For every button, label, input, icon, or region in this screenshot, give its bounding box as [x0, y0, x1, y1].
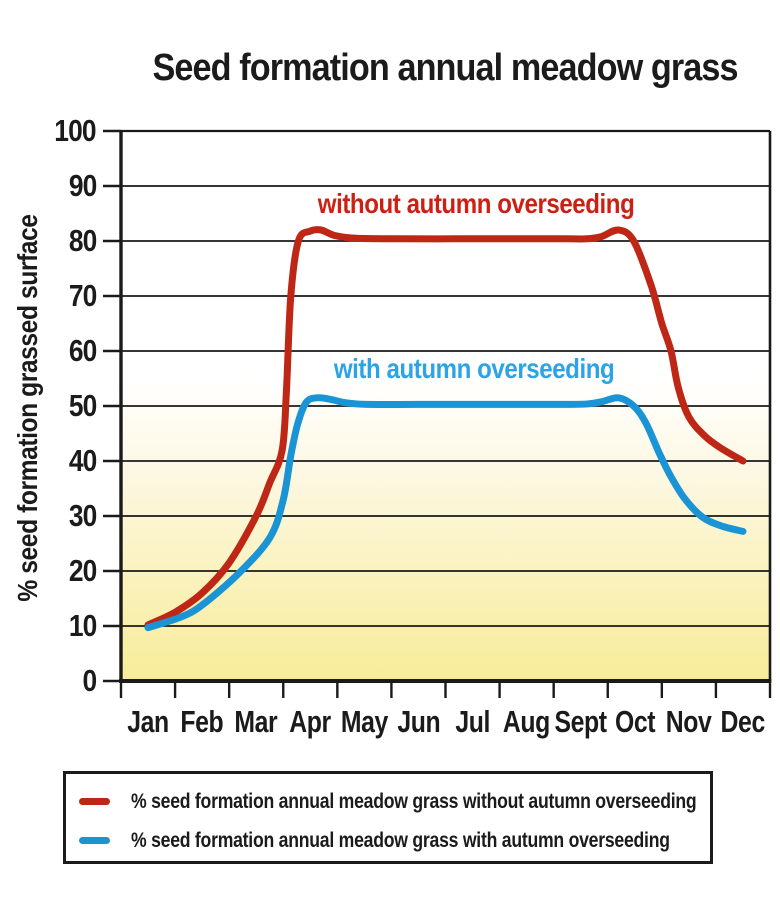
x-axis-label-text: Jan — [127, 704, 169, 739]
x-axis-label-text: Aug — [503, 704, 551, 739]
x-axis-label: Nov — [649, 704, 729, 740]
x-axis-label: Jul — [433, 704, 513, 740]
y-tick-label: 80 — [0, 224, 96, 258]
y-tick-label-text: 10 — [68, 608, 96, 643]
y-tick-label: 100 — [0, 113, 97, 148]
x-axis-label-text: Jun — [397, 704, 440, 739]
y-tick-label-text: 60 — [68, 333, 96, 368]
x-axis-label-text: Oct — [614, 704, 656, 739]
x-axis-label: May — [324, 704, 404, 740]
x-axis-label: Apr — [270, 704, 350, 740]
x-axis-label-text: Sept — [554, 704, 608, 739]
chart-title-text: Seed formation annual meadow grass — [152, 47, 738, 89]
x-axis-label-text: Jul — [455, 704, 490, 739]
x-axis-label-text: Apr — [289, 704, 332, 739]
y-tick-label-text: 30 — [68, 498, 96, 533]
y-tick-label: 30 — [0, 499, 96, 533]
y-tick-label: 0 — [0, 663, 97, 698]
plot-area — [103, 129, 772, 698]
y-tick-label-text: 40 — [68, 443, 96, 478]
y-tick-label: 60 — [0, 334, 96, 368]
y-tick-label-text: 80 — [68, 223, 96, 258]
series-line-with-overseeding — [144, 394, 747, 632]
x-axis-label: Sept — [541, 704, 621, 740]
y-tick-label: 50 — [0, 389, 96, 423]
annotation-without-text: without autumn overseeding — [317, 188, 635, 219]
annotation-with-text: with autumn overseeding — [333, 353, 615, 384]
legend-item-without: % seed formation annual meadow grass wit… — [79, 782, 710, 821]
y-tick-label: 90 — [0, 169, 96, 203]
x-axis-label: Jun — [378, 704, 458, 740]
legend: % seed formation annual meadow grass wit… — [63, 771, 713, 864]
y-tick-label-text: 100 — [54, 113, 97, 148]
y-tick-label: 70 — [0, 279, 96, 313]
legend-item-with: % seed formation annual meadow grass wit… — [79, 821, 710, 860]
x-axis-label: Jan — [108, 704, 188, 740]
legend-marker-blue — [79, 837, 110, 844]
y-tick-label: 40 — [0, 444, 96, 478]
x-axis-label-text: May — [340, 704, 388, 739]
y-tick-label: 20 — [0, 554, 96, 588]
x-axis-label: Dec — [703, 704, 780, 740]
y-tick-label-text: 90 — [68, 168, 96, 203]
x-axis-label: Aug — [487, 704, 567, 740]
legend-label-with: % seed formation annual meadow grass wit… — [131, 828, 670, 852]
y-tick-label: 10 — [0, 609, 96, 643]
y-tick-label-text: 20 — [68, 553, 96, 588]
legend-marker-red — [79, 798, 110, 805]
y-tick-label-text: 70 — [68, 278, 96, 313]
x-axis-label-text: Dec — [720, 704, 766, 739]
x-axis-label-text: Nov — [666, 704, 712, 739]
y-tick-label-text: 0 — [82, 663, 97, 698]
x-axis-label: Mar — [216, 704, 296, 740]
series-line-without-overseeding — [144, 226, 747, 629]
legend-label-without: % seed formation annual meadow grass wit… — [131, 789, 697, 813]
x-axis-label-text: Mar — [234, 704, 278, 739]
annotation-without-overseeding: without autumn overseeding — [226, 188, 726, 220]
y-tick-label-text: 50 — [68, 388, 96, 423]
chart-title: Seed formation annual meadow grass — [75, 47, 780, 90]
x-axis-label-text: Feb — [180, 704, 224, 739]
x-axis-label: Feb — [162, 704, 242, 740]
annotation-with-overseeding: with autumn overseeding — [224, 353, 724, 385]
x-axis-label: Oct — [595, 704, 675, 740]
